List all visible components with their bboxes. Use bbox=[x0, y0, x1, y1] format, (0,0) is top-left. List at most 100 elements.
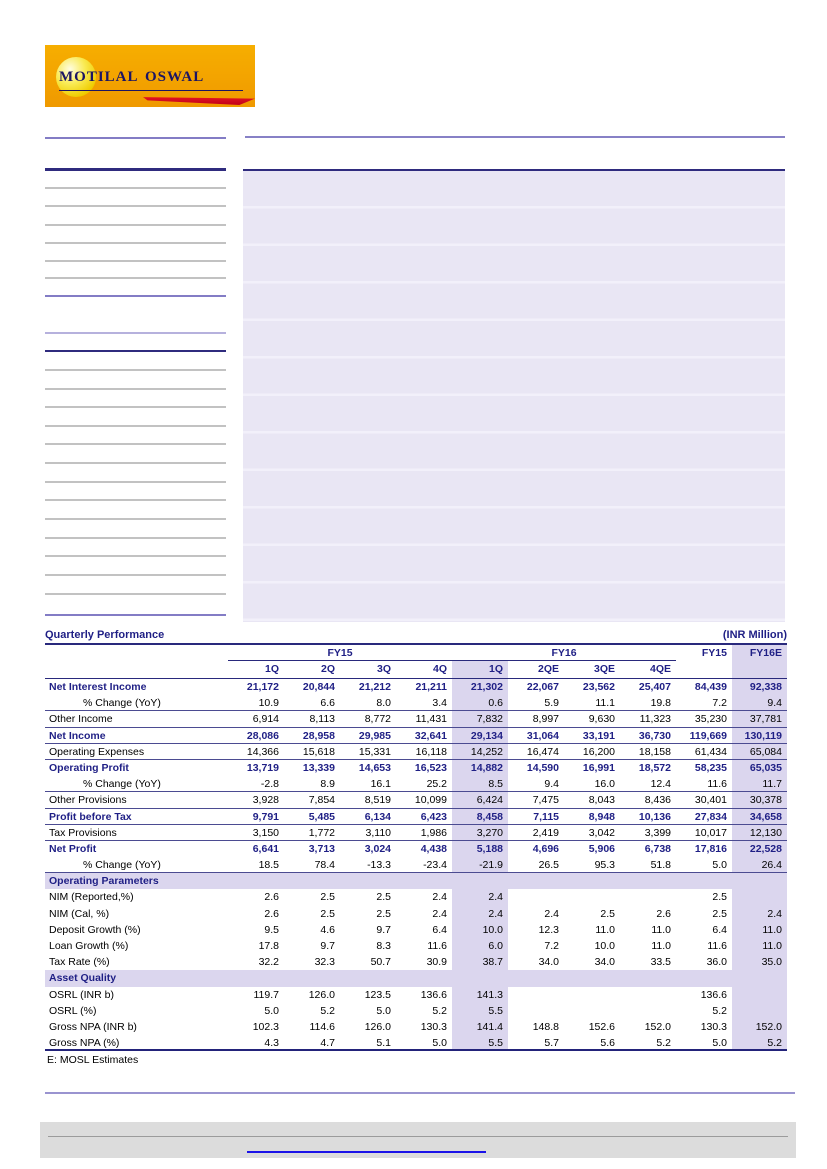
cell: 2.5 bbox=[712, 907, 727, 920]
cell: 1,986 bbox=[420, 826, 447, 839]
redacted-line bbox=[45, 205, 226, 207]
row-label: Other Income bbox=[49, 713, 113, 726]
cell: 2.4 bbox=[432, 891, 447, 904]
column-header: 3Q bbox=[376, 663, 391, 675]
cell: 5.7 bbox=[544, 1037, 559, 1050]
cell: 2.4 bbox=[432, 907, 447, 920]
cell: 65,084 bbox=[732, 743, 787, 759]
redacted-line bbox=[45, 350, 226, 352]
redacted-line bbox=[45, 481, 226, 483]
cell: 25,407 bbox=[638, 681, 671, 693]
cell: 2.5 bbox=[712, 891, 727, 904]
cell: 11.0 bbox=[651, 940, 671, 952]
cell: 35,230 bbox=[694, 713, 727, 726]
row-label: Net Income bbox=[49, 729, 106, 742]
cell: 18,572 bbox=[638, 761, 671, 774]
cell: 7,832 bbox=[452, 711, 508, 727]
cell: 33.5 bbox=[650, 956, 671, 969]
cell: 34.0 bbox=[538, 956, 559, 969]
cell: 152.0 bbox=[644, 1020, 671, 1033]
row-label: Gross NPA (INR b) bbox=[49, 1020, 137, 1033]
cell: 2.5 bbox=[376, 891, 391, 904]
cell: 3,110 bbox=[365, 826, 392, 839]
redacted-line bbox=[45, 295, 226, 297]
table-row: Profit before Tax 9,791 5,485 6,134 6,423 8,4… bbox=[45, 808, 787, 825]
cell: 2.5 bbox=[320, 891, 335, 904]
cell: 3,928 bbox=[252, 794, 279, 807]
cell: 130.3 bbox=[420, 1020, 447, 1033]
cell: 30.9 bbox=[426, 956, 447, 969]
cell: 21,212 bbox=[358, 681, 391, 693]
cell: 4.3 bbox=[264, 1037, 279, 1050]
cell: 3,270 bbox=[452, 824, 508, 840]
cell: 16,474 bbox=[526, 745, 559, 758]
cell: 26.4 bbox=[732, 857, 787, 873]
table-row: Deposit Growth (%) 9.5 4.6 9.7 6.4 10.0 12.3 11… bbox=[45, 921, 787, 938]
content-placeholder bbox=[243, 169, 785, 622]
redacted-line bbox=[45, 260, 226, 262]
row-label: Operating Expenses bbox=[49, 745, 145, 758]
cell: -23.4 bbox=[423, 859, 447, 872]
cell: 6.4 bbox=[712, 923, 727, 936]
cell: 5.1 bbox=[376, 1037, 391, 1050]
cell bbox=[732, 1002, 787, 1019]
cell: 2.5 bbox=[600, 907, 615, 920]
cell: 141.3 bbox=[452, 986, 508, 1003]
cell: 11.0 bbox=[732, 938, 787, 955]
table-row: Tax Provisions 3,150 1,772 3,110 1,986 3,270 2… bbox=[45, 824, 787, 841]
cell: 92,338 bbox=[732, 679, 787, 696]
footer-link-underline[interactable] bbox=[247, 1151, 486, 1153]
cell: 123.5 bbox=[364, 988, 391, 1001]
cell: 7.2 bbox=[544, 940, 559, 952]
cell: 11.0 bbox=[651, 923, 671, 936]
cell: 13,719 bbox=[246, 761, 279, 774]
cell: 8,519 bbox=[364, 794, 391, 807]
cell: 5.0 bbox=[264, 1004, 279, 1017]
column-header: 2QE bbox=[537, 663, 559, 675]
footer-divider bbox=[48, 1136, 788, 1137]
cell: 130,119 bbox=[732, 727, 787, 743]
cell: 32,641 bbox=[414, 729, 447, 742]
cell: 119.7 bbox=[253, 988, 280, 1001]
cell: 21,211 bbox=[415, 681, 447, 693]
cell: 8.3 bbox=[376, 940, 391, 952]
cell: 11.1 bbox=[595, 697, 615, 710]
cell: 8,948 bbox=[588, 810, 615, 823]
redacted-line bbox=[45, 537, 226, 539]
cell: -13.3 bbox=[367, 859, 391, 872]
cell bbox=[508, 1003, 564, 1019]
subheader-spacer bbox=[45, 661, 228, 678]
cell bbox=[564, 987, 620, 1003]
redacted-line bbox=[45, 462, 226, 464]
cell: 4,438 bbox=[420, 842, 447, 855]
cell: 7,115 bbox=[533, 810, 559, 823]
cell: 27,834 bbox=[694, 810, 727, 823]
cell: 16,991 bbox=[582, 761, 615, 774]
cell: -21.9 bbox=[452, 857, 508, 873]
cell: 12,130 bbox=[732, 824, 787, 840]
cell: 1,772 bbox=[308, 826, 335, 839]
column-header: 4Q bbox=[432, 663, 447, 675]
redacted-line bbox=[45, 518, 226, 520]
redacted-line bbox=[45, 187, 226, 189]
cell: 36.0 bbox=[706, 956, 727, 969]
cell: 5.0 bbox=[432, 1037, 447, 1050]
cell: 2.4 bbox=[732, 905, 787, 922]
cell: 2.4 bbox=[452, 889, 508, 906]
cell: 8.0 bbox=[376, 697, 391, 710]
cell: 29,134 bbox=[452, 727, 508, 743]
redacted-line bbox=[45, 406, 226, 408]
row-label: Net Profit bbox=[49, 842, 97, 855]
row-label: Other Provisions bbox=[49, 794, 127, 807]
cell: 2.5 bbox=[320, 907, 335, 920]
redacted-line bbox=[45, 388, 226, 390]
cell: 15,618 bbox=[302, 745, 335, 758]
cell: 5,188 bbox=[452, 840, 508, 858]
cell: 16.0 bbox=[594, 778, 615, 791]
motilal-oswal-logo: Motilal Oswal bbox=[45, 45, 255, 107]
table-title-bar: Quarterly Performance (INR Million) bbox=[45, 629, 787, 645]
cell: 3,150 bbox=[252, 826, 279, 839]
cell: 25.2 bbox=[426, 778, 447, 791]
cell: 12.3 bbox=[538, 923, 559, 936]
table-row: OSRL (%) 5.0 5.2 5.0 5.2 5.5 5.2 bbox=[45, 1002, 787, 1019]
